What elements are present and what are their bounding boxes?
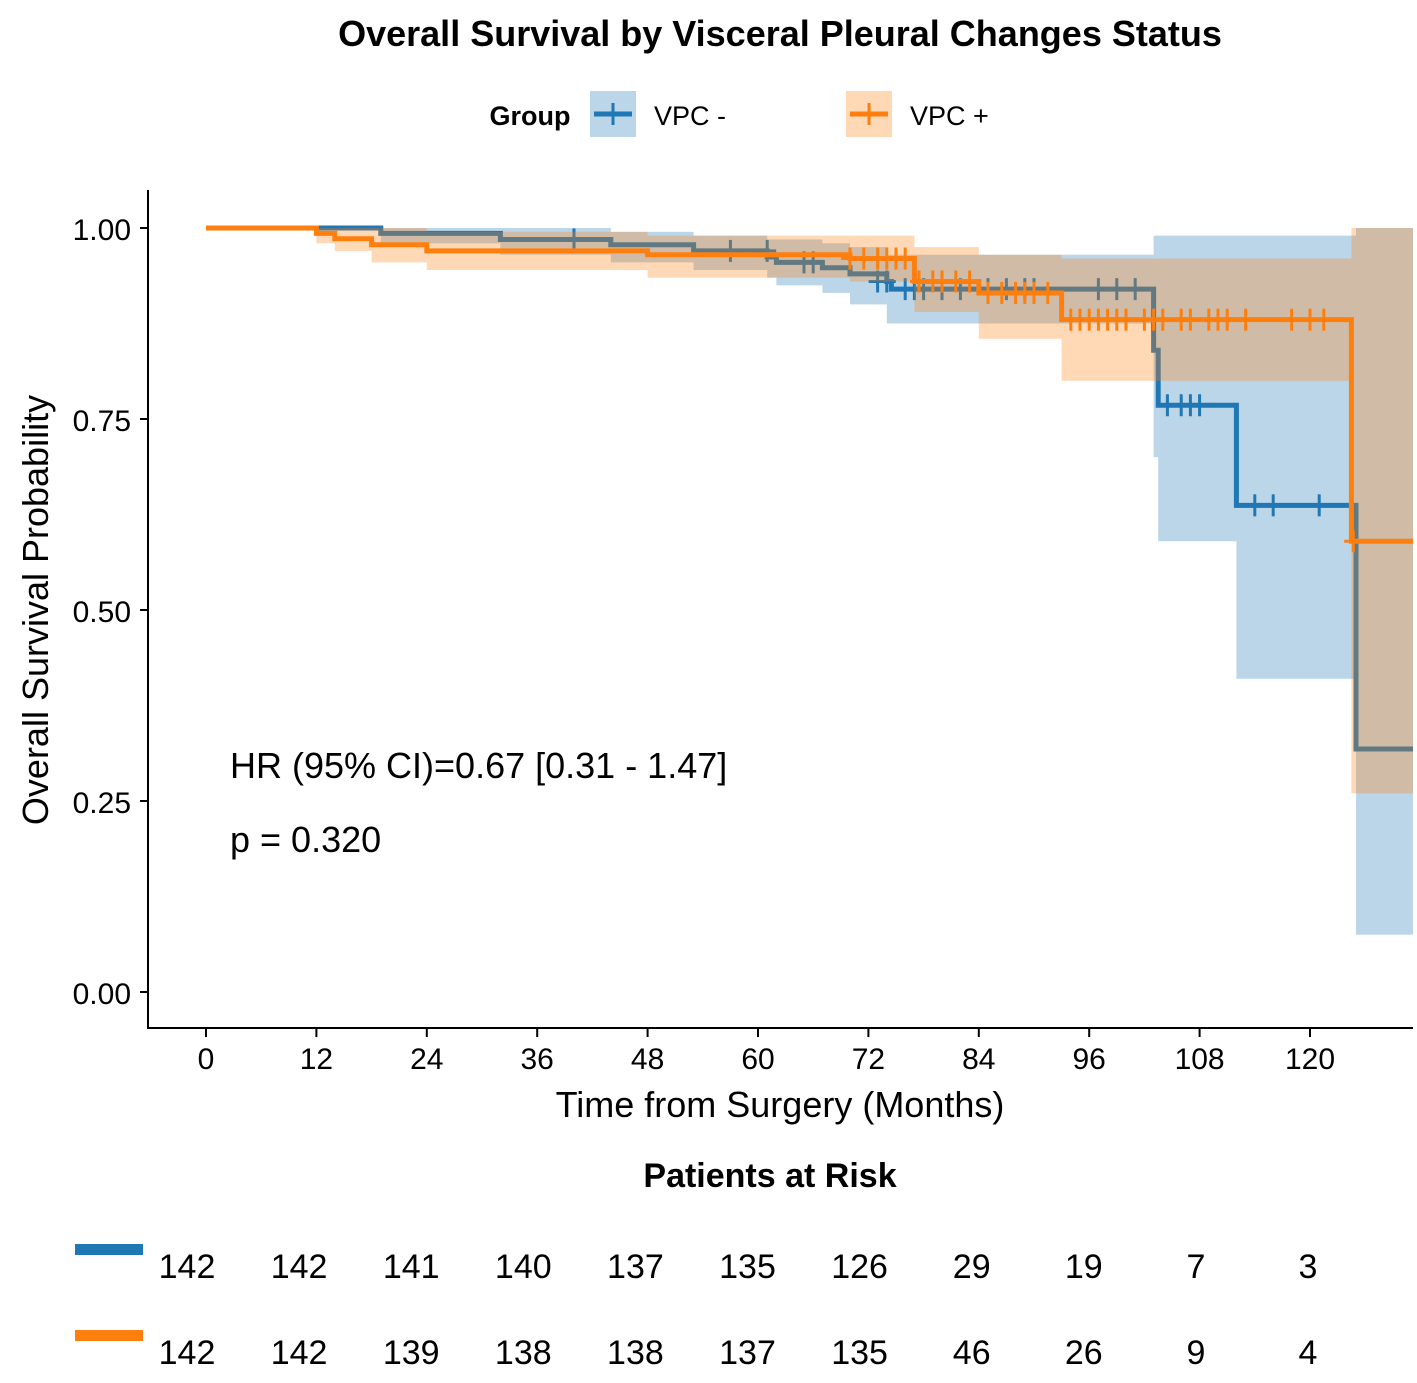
risk-count: 140	[495, 1248, 552, 1286]
risk-count: 135	[831, 1334, 888, 1372]
plot-area	[206, 225, 1414, 935]
legend-key-vpc-pos	[846, 91, 892, 137]
risk-count: 138	[495, 1334, 552, 1372]
risk-row-vpc-neg: 142 142 141 140 137 135 126 29 19 7 3	[75, 1244, 1317, 1286]
risk-count: 7	[1186, 1248, 1205, 1286]
survival-curve	[206, 225, 1414, 544]
risk-count: 138	[607, 1334, 664, 1372]
y-axis-ticks: 0.00 0.25 0.50 0.75 1.00	[73, 214, 148, 1011]
x-tick-label: 36	[521, 1043, 554, 1076]
risk-count: 142	[271, 1248, 328, 1286]
x-tick-label: 12	[300, 1043, 333, 1076]
ci-band	[1351, 228, 1414, 794]
y-axis-label: Overall Survival Probability	[15, 395, 56, 825]
risk-count: 135	[719, 1248, 776, 1286]
ci-band	[1356, 228, 1414, 935]
legend: Group VPC - VPC +	[490, 91, 989, 137]
risk-row-vpc-pos: 142 142 139 138 138 137 135 46 26 9 4	[75, 1330, 1317, 1372]
x-tick-label: 72	[852, 1043, 885, 1076]
x-axis-ticks: 0 12 24 36 48 60 72 84 96 108 120	[198, 1028, 1335, 1076]
risk-count: 139	[383, 1334, 440, 1372]
series-vpc-pos	[206, 225, 1414, 794]
hr-annotation: HR (95% CI)=0.67 [0.31 - 1.47]	[230, 745, 727, 786]
y-tick-label: 0.75	[73, 405, 131, 438]
chart-title: Overall Survival by Visceral Pleural Cha…	[338, 13, 1222, 54]
risk-count: 26	[1065, 1334, 1103, 1372]
risk-count: 9	[1186, 1334, 1205, 1372]
y-tick-label: 1.00	[73, 214, 131, 247]
risk-count: 142	[271, 1334, 328, 1372]
risk-count: 141	[383, 1248, 440, 1286]
risk-count: 126	[831, 1248, 888, 1286]
risk-count: 137	[719, 1334, 776, 1372]
y-tick-label: 0.50	[73, 596, 131, 629]
x-tick-label: 120	[1285, 1043, 1335, 1076]
ci-band	[1158, 235, 1237, 542]
risk-count: 19	[1065, 1248, 1103, 1286]
y-tick-label: 0.25	[73, 787, 131, 820]
x-tick-label: 84	[962, 1043, 995, 1076]
p-value-annotation: p = 0.320	[230, 819, 381, 860]
risk-count: 29	[953, 1248, 991, 1286]
x-tick-label: 0	[198, 1043, 215, 1076]
y-tick-label: 0.00	[73, 978, 131, 1011]
x-tick-label: 108	[1175, 1043, 1225, 1076]
x-axis-label: Time from Surgery (Months)	[556, 1084, 1005, 1125]
x-tick-label: 24	[410, 1043, 443, 1076]
risk-count: 142	[159, 1248, 216, 1286]
legend-title: Group	[490, 101, 571, 131]
ci-band	[1236, 235, 1356, 679]
risk-count: 4	[1299, 1334, 1318, 1372]
legend-label-vpc-pos: VPC +	[910, 101, 989, 131]
risk-row-color-key	[75, 1244, 143, 1255]
risk-row-color-key	[75, 1330, 143, 1341]
x-tick-label: 96	[1073, 1043, 1106, 1076]
x-tick-label: 48	[631, 1043, 664, 1076]
risk-table-title: Patients at Risk	[643, 1157, 896, 1195]
legend-key-vpc-neg	[590, 91, 636, 137]
x-tick-label: 60	[741, 1043, 774, 1076]
risk-count: 3	[1299, 1248, 1318, 1286]
risk-count: 142	[159, 1334, 216, 1372]
legend-label-vpc-neg: VPC -	[654, 101, 726, 131]
risk-count: 137	[607, 1248, 664, 1286]
risk-count: 46	[953, 1334, 991, 1372]
